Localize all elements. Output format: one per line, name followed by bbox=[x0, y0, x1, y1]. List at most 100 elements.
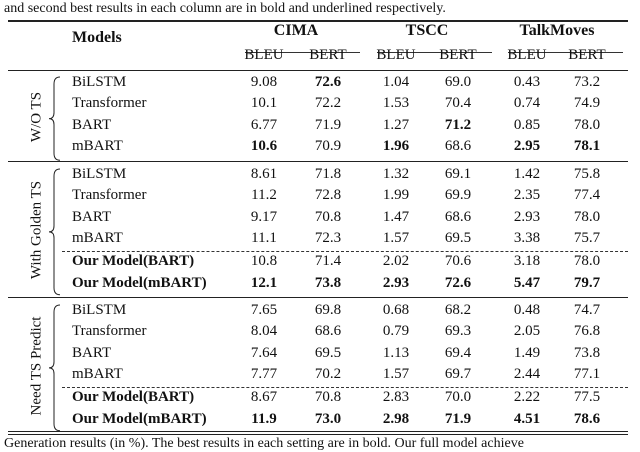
metric-header: BLEU bbox=[244, 47, 284, 63]
table-cell: 1.57 bbox=[382, 365, 410, 382]
table-cell: 10.8 bbox=[250, 253, 278, 270]
model-name: BART bbox=[72, 208, 112, 225]
table-cell: 72.6 bbox=[314, 74, 342, 90]
table-cell: 69.0 bbox=[444, 74, 472, 90]
table-cell: 74.9 bbox=[573, 95, 601, 112]
table-cell: 70.0 bbox=[444, 389, 472, 406]
table-cell: 70.6 bbox=[444, 253, 472, 270]
model-name: Transformer bbox=[72, 95, 147, 112]
table-cell: 6.77 bbox=[250, 116, 278, 133]
table-cell: 1.53 bbox=[382, 95, 410, 112]
table-cell: 11.2 bbox=[251, 187, 277, 204]
model-name: mBART bbox=[72, 229, 123, 246]
group-label: W/O TS bbox=[28, 91, 45, 142]
table-cell: 69.4 bbox=[444, 344, 472, 361]
table-cell: 68.6 bbox=[444, 208, 472, 225]
table-cell: 77.5 bbox=[573, 389, 601, 406]
table-cell: 1.13 bbox=[382, 344, 410, 361]
model-name: BiLSTM bbox=[72, 166, 127, 182]
table-cell: 8.61 bbox=[250, 166, 278, 182]
table-cell: 75.7 bbox=[573, 229, 601, 246]
metric-header: BLEU bbox=[507, 47, 547, 63]
table-cell: 72.3 bbox=[314, 229, 342, 246]
table-cell: 68.6 bbox=[444, 137, 472, 154]
table-cell: 10.6 bbox=[250, 137, 278, 154]
table-cell: 1.27 bbox=[382, 116, 410, 133]
table-cell: 0.74 bbox=[513, 95, 541, 112]
table-cell: 72.8 bbox=[314, 187, 342, 204]
table-cell: 78.0 bbox=[573, 253, 601, 270]
table-cell: 2.05 bbox=[513, 323, 541, 340]
table-cell: 9.17 bbox=[250, 208, 278, 225]
table-cell: 71.9 bbox=[444, 410, 472, 427]
dashed-separator bbox=[62, 251, 628, 253]
brace-icon bbox=[48, 168, 61, 296]
table-cell: 7.77 bbox=[250, 365, 278, 382]
table-cell: 0.79 bbox=[382, 323, 410, 340]
table-cell: 68.2 bbox=[444, 302, 472, 318]
table-cell: 2.44 bbox=[513, 365, 541, 382]
header-rule bbox=[8, 70, 628, 71]
table-cell: 4.51 bbox=[513, 410, 541, 427]
table-cell: 8.67 bbox=[250, 389, 278, 406]
table-cell: 0.43 bbox=[513, 74, 541, 90]
group-rule bbox=[8, 434, 628, 435]
table-cell: 77.4 bbox=[573, 187, 601, 204]
table-cell: 71.8 bbox=[314, 166, 342, 182]
table-cell: 10.1 bbox=[250, 95, 278, 112]
table-cell: 69.8 bbox=[314, 302, 342, 318]
group-rule bbox=[8, 161, 628, 162]
table-cell: 73.2 bbox=[573, 74, 601, 90]
table-cell: 1.49 bbox=[513, 344, 541, 361]
table-cell: 69.7 bbox=[444, 365, 472, 382]
talkmoves-underline bbox=[508, 52, 623, 53]
table-cell: 78.1 bbox=[573, 137, 601, 154]
table-cell: 73.8 bbox=[573, 344, 601, 361]
table-cell: 78.6 bbox=[573, 410, 601, 427]
table-cell: 70.4 bbox=[444, 95, 472, 112]
table-cell: 1.57 bbox=[382, 229, 410, 246]
table-cell: 74.7 bbox=[573, 302, 601, 318]
brace-icon bbox=[48, 76, 61, 161]
table-cell: 2.93 bbox=[513, 208, 541, 225]
top-rule bbox=[8, 20, 628, 22]
table-cell: 2.35 bbox=[513, 187, 541, 204]
table-cell: 2.95 bbox=[513, 137, 541, 154]
table-cell: 7.65 bbox=[250, 302, 278, 318]
model-name: BART bbox=[72, 344, 112, 361]
table-cell: 69.3 bbox=[444, 323, 472, 340]
dashed-separator bbox=[62, 387, 628, 389]
table-cell: 1.32 bbox=[382, 166, 410, 182]
table-cell: 11.9 bbox=[251, 410, 277, 427]
table-cell: 77.1 bbox=[573, 365, 601, 382]
group-label: With Golden TS bbox=[28, 180, 45, 280]
table-cell: 2.98 bbox=[382, 410, 410, 427]
table-cell: 2.22 bbox=[513, 389, 541, 406]
table-cell: 75.8 bbox=[573, 166, 601, 182]
table-cell: 0.85 bbox=[513, 116, 541, 133]
caption-top: and second best results in each column a… bbox=[4, 1, 446, 16]
table-cell: 1.99 bbox=[382, 187, 410, 204]
model-name: mBART bbox=[72, 365, 123, 382]
group-rule bbox=[8, 297, 628, 298]
group-label: Need TS Predict bbox=[28, 316, 45, 416]
table-cell: 70.2 bbox=[314, 365, 342, 382]
metric-header: BERT bbox=[439, 47, 477, 63]
model-name: mBART bbox=[72, 137, 123, 154]
table-cell: 71.2 bbox=[444, 116, 472, 133]
table-cell: 3.38 bbox=[513, 229, 541, 246]
table-cell: 9.08 bbox=[250, 74, 278, 90]
table-cell: 76.8 bbox=[573, 323, 601, 340]
table-cell: 1.04 bbox=[382, 74, 410, 90]
table-cell: 79.7 bbox=[573, 274, 601, 291]
dataset-header-talkmoves: TalkMoves bbox=[519, 22, 595, 39]
table-cell: 12.1 bbox=[250, 274, 278, 291]
table-cell: 1.42 bbox=[513, 166, 541, 182]
metric-header: BLEU bbox=[376, 47, 416, 63]
metric-header: BERT bbox=[309, 47, 347, 63]
table-cell: 71.9 bbox=[314, 116, 342, 133]
table-cell: 2.83 bbox=[382, 389, 410, 406]
model-name: BART bbox=[72, 116, 112, 133]
table-cell: 3.18 bbox=[513, 253, 541, 270]
table-cell: 1.96 bbox=[382, 137, 410, 154]
